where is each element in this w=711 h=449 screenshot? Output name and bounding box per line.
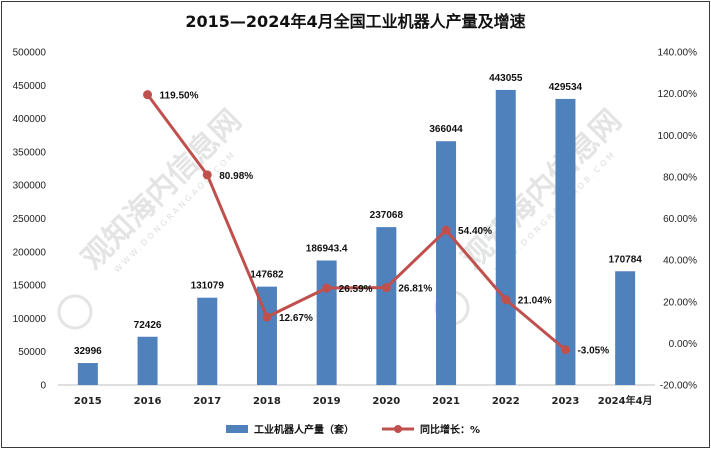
legend-line-marker — [394, 425, 402, 433]
line-point — [381, 283, 391, 293]
watermark-logo-left — [57, 294, 93, 330]
left-tick-label: 200000 — [13, 247, 47, 258]
watermark-left: 观知海内信息网 WWW.DONGRANGAOB.COM — [75, 103, 248, 276]
right-tick-label: -20.00% — [660, 381, 697, 392]
legend: 工业机器人产量（套） 同比增长：% — [226, 423, 480, 436]
left-tick-label: 450000 — [13, 81, 47, 92]
x-tick-label: 2021 — [432, 396, 460, 407]
bar — [376, 227, 397, 385]
left-tick-label: 300000 — [13, 181, 47, 192]
right-tick-label: 20.00% — [663, 297, 697, 308]
legend-bar-label: 工业机器人产量（套） — [254, 423, 354, 436]
line-data-labels: 119.50% 80.98% 12.67% 26.59% 26.81% 54.40% 21.… — [160, 91, 610, 357]
line-value-label: 26.81% — [398, 284, 432, 295]
right-tick-label: 40.00% — [663, 256, 697, 267]
x-tick-label: 2023 — [552, 396, 580, 407]
bar — [197, 297, 218, 385]
bar-value-label: 32996 — [74, 346, 102, 357]
left-tick-label: 500000 — [13, 48, 47, 59]
x-tick-label: 2015 — [74, 396, 102, 407]
right-axis: -20.00% 0.00% 20.00% 40.00% 60.00% 80.00% 100.… — [658, 48, 698, 392]
right-tick-label: 140.00% — [658, 48, 698, 59]
bar-data-labels: 32996 72426 131079 147682 186943.4 237068 3660… — [74, 73, 642, 357]
left-tick-label: 400000 — [13, 114, 47, 125]
bar — [555, 98, 576, 385]
right-tick-label: 100.00% — [658, 131, 698, 142]
growth-line — [146, 93, 567, 351]
bar — [495, 89, 516, 386]
x-tick-label: 2016 — [134, 396, 162, 407]
bar — [256, 286, 277, 385]
bar-value-label: 147682 — [250, 270, 284, 281]
line-point — [202, 170, 212, 180]
bar — [316, 260, 337, 385]
bar-value-label: 72426 — [134, 320, 162, 331]
line-point — [560, 345, 570, 355]
line-point — [143, 90, 153, 100]
left-axis: 0 50000 100000 150000 200000 250000 300000 3500… — [13, 48, 47, 392]
bar-series — [77, 89, 636, 386]
line-point — [501, 295, 511, 305]
bar — [436, 141, 457, 385]
bar-value-label: 443055 — [489, 73, 523, 84]
line-point — [262, 312, 272, 322]
line-point — [441, 225, 451, 235]
x-tick-label: 2017 — [193, 396, 221, 407]
bar-value-label: 131079 — [191, 281, 225, 292]
bar-value-label: 170784 — [608, 254, 642, 265]
watermark-text-right: 观知海内信息网 — [455, 103, 628, 276]
bar-value-label: 186943.4 — [306, 243, 348, 254]
left-tick-label: 0 — [40, 381, 46, 392]
line-point — [322, 283, 332, 293]
line-value-label: 54.40% — [458, 226, 492, 237]
left-tick-label: 100000 — [13, 314, 47, 325]
bar-value-label: 366044 — [429, 124, 463, 135]
x-tick-label: 2018 — [253, 396, 281, 407]
line-series — [143, 90, 570, 355]
watermark-text-left: 观知海内信息网 — [75, 103, 248, 276]
x-tick-label: 2020 — [372, 396, 400, 407]
right-tick-label: 0.00% — [669, 339, 697, 350]
bar — [615, 271, 636, 385]
legend-line-label: 同比增长：% — [420, 423, 480, 436]
bar — [77, 363, 98, 385]
x-tick-label: 2024年4月 — [598, 394, 653, 407]
line-value-label: 21.04% — [518, 296, 552, 307]
right-tick-label: 120.00% — [658, 89, 698, 100]
left-tick-label: 150000 — [13, 281, 47, 292]
left-tick-label: 250000 — [13, 214, 47, 225]
chart-title: 2015—2024年4月全国工业机器人产量及增速 — [185, 12, 526, 31]
right-tick-label: 80.00% — [663, 172, 697, 183]
x-axis: 2015 2016 2017 2018 2019 2020 2021 2022 2023 2024… — [58, 384, 655, 407]
line-value-label: 119.50% — [160, 91, 199, 102]
line-value-label: 26.59% — [339, 284, 373, 295]
line-value-label: -3.05% — [577, 346, 609, 357]
bar — [137, 336, 158, 385]
x-tick-label: 2022 — [492, 396, 520, 407]
legend-bar-swatch — [226, 425, 248, 433]
x-tick-label: 2019 — [313, 396, 341, 407]
bar-value-label: 429534 — [549, 82, 583, 93]
right-tick-label: 60.00% — [663, 214, 697, 225]
line-value-label: 12.67% — [279, 313, 313, 324]
bar-value-label: 237068 — [370, 210, 404, 221]
line-value-label: 80.98% — [219, 171, 253, 182]
left-tick-label: 350000 — [13, 147, 47, 158]
left-tick-label: 50000 — [18, 347, 46, 358]
